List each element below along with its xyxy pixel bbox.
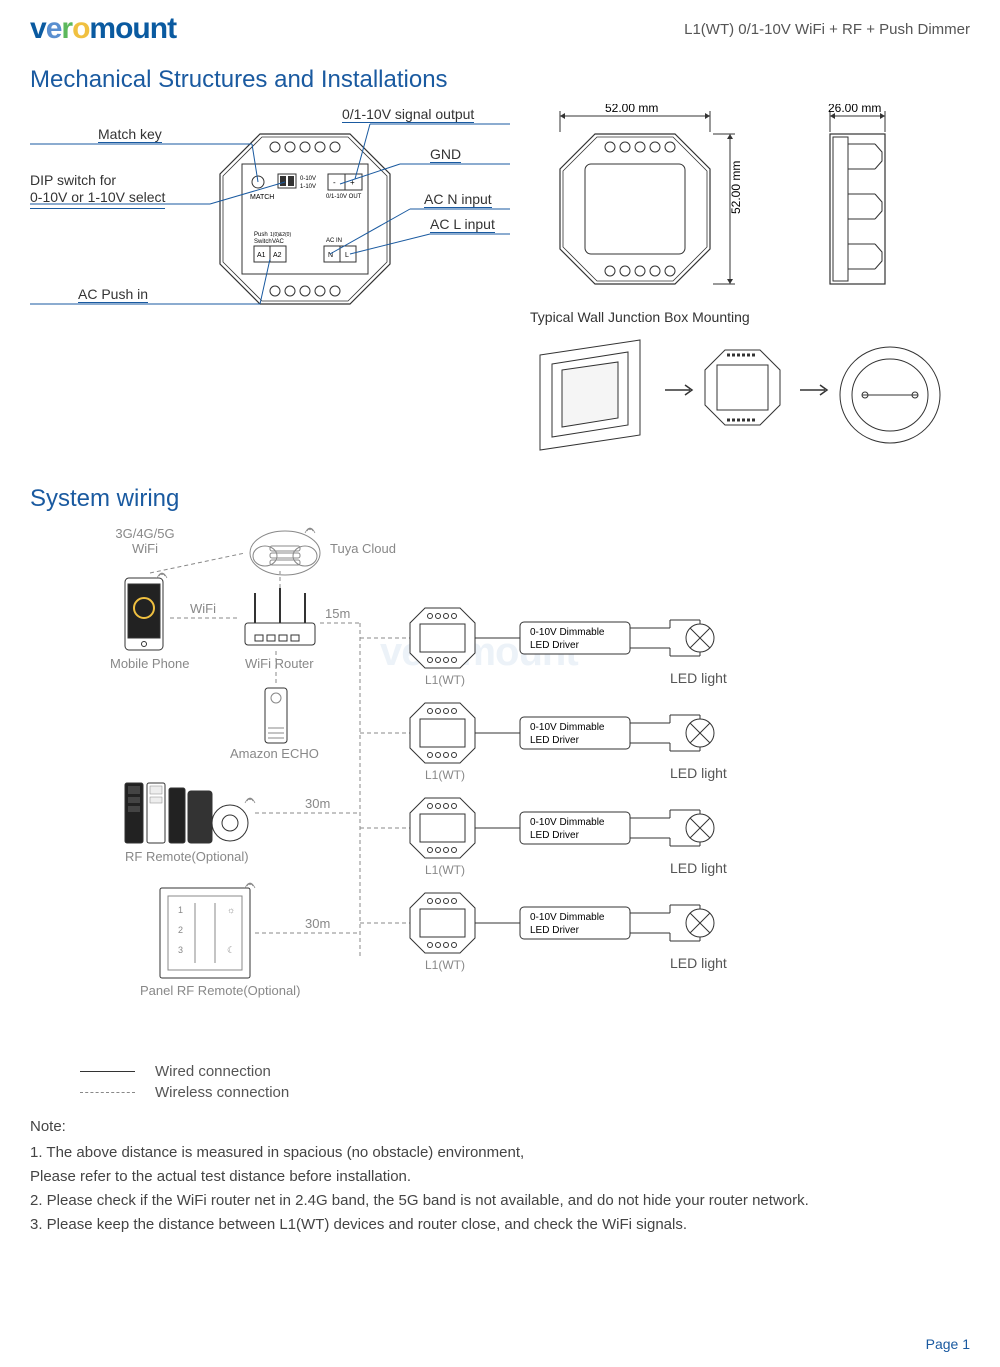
legend: Wired connection Wireless connection <box>80 1063 1000 1101</box>
svg-text:3G/4G/5G: 3G/4G/5G <box>115 526 174 541</box>
svg-text:Switch: Switch <box>254 239 272 245</box>
svg-text:WiFi: WiFi <box>190 601 216 616</box>
solid-line-icon <box>80 1071 135 1072</box>
svg-text:Mobile Phone: Mobile Phone <box>110 656 190 671</box>
wiring-diagram: Tuya Cloud 3G/4G/5G WiFi Mobile Phone Wi… <box>0 523 1000 1048</box>
svg-text:RF Remote(Optional): RF Remote(Optional) <box>125 849 249 864</box>
legend-wired: Wired connection <box>80 1063 1000 1080</box>
legend-wireless: Wireless connection <box>80 1084 1000 1101</box>
svg-text:1: 1 <box>178 905 183 915</box>
note-3: 3. Please keep the distance between L1(W… <box>30 1213 970 1237</box>
section-mech-title: Mechanical Structures and Installations <box>30 66 1000 94</box>
svg-text:-: - <box>333 178 336 187</box>
svg-text:☼: ☼ <box>227 905 235 915</box>
label-acn: AC N input <box>424 191 492 208</box>
svg-text:WiFi Router: WiFi Router <box>245 656 314 671</box>
svg-text:0/1-10V OUT: 0/1-10V OUT <box>326 194 362 200</box>
svg-text:52.00 mm: 52.00 mm <box>729 161 743 214</box>
note-2: 2. Please check if the WiFi router net i… <box>30 1189 970 1213</box>
label-ac-push: AC Push in <box>78 286 148 303</box>
label-signal-out: 0/1-10V signal output <box>342 106 474 123</box>
wall-mount-diagram <box>530 330 990 460</box>
mechanical-section: MATCH 0-10V 1-10V -+ 0/1-10V OUT A1 A2 P… <box>0 104 1000 465</box>
svg-text:3: 3 <box>178 945 183 955</box>
svg-text:LED light: LED light <box>670 670 727 686</box>
svg-text:☾: ☾ <box>227 945 235 955</box>
svg-text:52.00 mm: 52.00 mm <box>605 104 658 115</box>
logo: veromount <box>30 12 176 46</box>
svg-text:Push: Push <box>254 232 268 238</box>
note-1a: 1. The above distance is measured in spa… <box>30 1141 970 1165</box>
svg-text:30m: 30m <box>305 916 330 931</box>
svg-text:AC IN: AC IN <box>326 238 342 244</box>
legend-wired-label: Wired connection <box>155 1063 271 1080</box>
wall-mount-caption: Typical Wall Junction Box Mounting <box>530 309 990 325</box>
svg-text:2: 2 <box>178 925 183 935</box>
label-match-key: Match key <box>98 126 162 143</box>
dimension-diagram: 52.00 mm 52.00 mm 26.00 mm Typical Wall … <box>530 104 990 465</box>
legend-wireless-label: Wireless connection <box>155 1084 289 1101</box>
labeled-diagram: MATCH 0-10V 1-10V -+ 0/1-10V OUT A1 A2 P… <box>30 104 510 465</box>
svg-text:0-10V Dimmable: 0-10V Dimmable <box>530 627 605 638</box>
label-acl: AC L input <box>430 216 495 233</box>
svg-text:A1: A1 <box>257 252 266 259</box>
page-number: Page 1 <box>926 1336 970 1352</box>
svg-text:30m: 30m <box>305 796 330 811</box>
svg-text:L: L <box>345 252 349 259</box>
page-header: veromount L1(WT) 0/1-10V WiFi + RF + Pus… <box>0 0 1000 46</box>
svg-text:A2: A2 <box>273 252 282 259</box>
svg-text:1-10V: 1-10V <box>300 184 316 190</box>
svg-text:Amazon ECHO: Amazon ECHO <box>230 746 319 761</box>
dash-line-icon <box>80 1092 135 1093</box>
notes-section: Note: 1. The above distance is measured … <box>0 1105 1000 1237</box>
svg-text:L1(WT): L1(WT) <box>425 673 465 687</box>
product-title: L1(WT) 0/1-10V WiFi + RF + Push Dimmer <box>684 21 970 38</box>
svg-text:WiFi: WiFi <box>132 541 158 556</box>
svg-text:15m: 15m <box>325 606 350 621</box>
notes-title: Note: <box>30 1115 970 1139</box>
svg-text:Panel RF Remote(Optional): Panel RF Remote(Optional) <box>140 983 300 998</box>
svg-text:1(0)&2(0): 1(0)&2(0) <box>270 232 291 238</box>
svg-text:VAC: VAC <box>272 239 285 245</box>
label-dip-switch: DIP switch for0-10V or 1-10V select <box>30 172 165 209</box>
svg-text:LED Driver: LED Driver <box>530 640 580 651</box>
section-wiring-title: System wiring <box>30 485 1000 513</box>
note-1b: Please refer to the actual test distance… <box>30 1165 970 1189</box>
label-gnd: GND <box>430 146 461 163</box>
svg-text:MATCH: MATCH <box>250 194 274 201</box>
svg-text:Tuya Cloud: Tuya Cloud <box>330 541 396 556</box>
svg-text:26.00 mm: 26.00 mm <box>828 104 881 115</box>
svg-text:0-10V: 0-10V <box>300 176 316 182</box>
